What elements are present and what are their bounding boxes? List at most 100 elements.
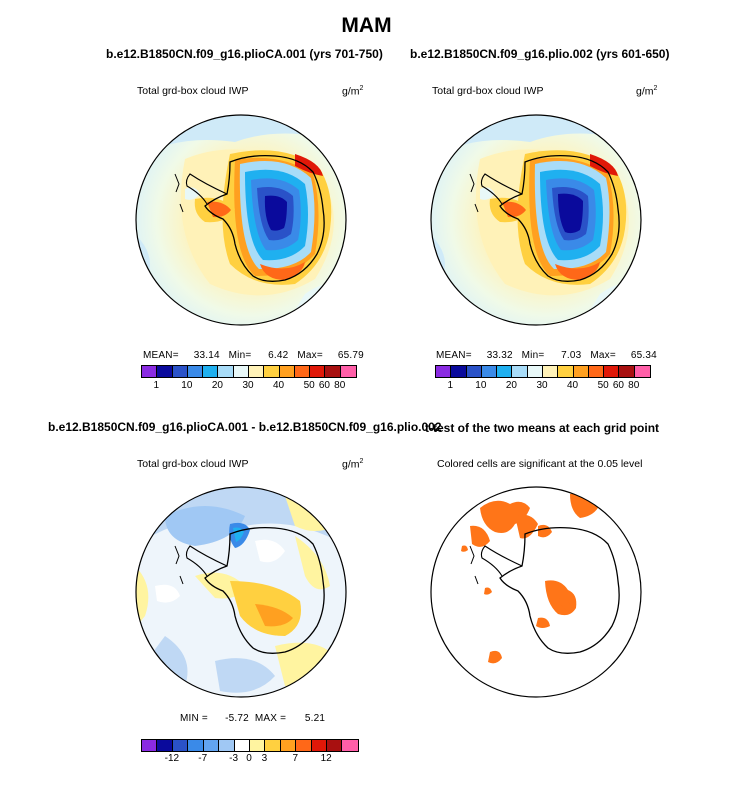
map-ttest-significance bbox=[430, 486, 642, 698]
colorbar-cell bbox=[558, 366, 574, 377]
colorbar-cell bbox=[573, 366, 589, 377]
colorbar-tl bbox=[141, 365, 357, 378]
colorbar-tick-label: 10 bbox=[475, 380, 487, 391]
colorbar-cell bbox=[280, 740, 297, 751]
colorbar-tick-label: 80 bbox=[628, 380, 640, 391]
min-value-tr: 7.03 bbox=[561, 350, 582, 361]
colorbar-cell bbox=[340, 366, 356, 377]
colorbar-cell bbox=[264, 366, 280, 377]
colorbar-cell bbox=[436, 366, 452, 377]
colorbar-tick-label: 40 bbox=[273, 380, 285, 391]
mean-label-tl: MEAN= bbox=[143, 350, 179, 361]
colorbar-tick-label: 12 bbox=[320, 753, 332, 764]
min-value-tl: 6.42 bbox=[268, 350, 289, 361]
colorbar-cell bbox=[451, 366, 467, 377]
colorbar-tick-label: 30 bbox=[242, 380, 254, 391]
map-plio-field bbox=[430, 114, 642, 326]
max-value-tl: 65.79 bbox=[337, 350, 364, 361]
variable-label-tl: Total grd-box cloud IWP bbox=[137, 85, 249, 97]
max-label-tr: Max= bbox=[590, 350, 616, 361]
colorbar-tick-label: 10 bbox=[181, 380, 193, 391]
mean-value-tl: 33.14 bbox=[193, 350, 220, 361]
colorbar-tick-label: 20 bbox=[505, 380, 517, 391]
colorbar-cell bbox=[497, 366, 513, 377]
colorbar-cell bbox=[219, 740, 235, 751]
units-label-tl: g/m2 bbox=[342, 85, 364, 98]
colorbar-tick-label: -3 bbox=[229, 753, 239, 764]
case-title-br: t-test of the two means at each grid poi… bbox=[425, 421, 660, 435]
colorbar-tr bbox=[435, 365, 651, 378]
colorbar-ticks-tr: 1 10 20 30 40 50 60 80 bbox=[435, 380, 649, 392]
colorbar-cell bbox=[296, 740, 312, 751]
min-value-bl: -5.72 bbox=[225, 713, 249, 724]
colorbar-cell bbox=[279, 366, 295, 377]
min-label-tr: Min= bbox=[521, 350, 545, 361]
colorbar-cell bbox=[203, 366, 219, 377]
colorbar-tick-label: 60 bbox=[612, 380, 624, 391]
colorbar-cell bbox=[481, 366, 498, 377]
colorbar-cell bbox=[187, 366, 204, 377]
colorbar-cell bbox=[172, 740, 189, 751]
stats-bl: MIN = -5.72 MAX = 5.21 bbox=[180, 713, 325, 724]
colorbar-tick-label: 50 bbox=[303, 380, 315, 391]
colorbar-tick-label: -12 bbox=[164, 753, 180, 764]
colorbar-cell bbox=[294, 366, 311, 377]
units-label-bl: g/m2 bbox=[342, 458, 364, 471]
stats-tl: MEAN= 33.14 Min= 6.42 Max= 65.79 bbox=[143, 350, 364, 361]
colorbar-tick-label: 1 bbox=[447, 380, 454, 391]
max-label-bl: MAX = bbox=[254, 713, 287, 724]
colorbar-tick-label: -7 bbox=[198, 753, 208, 764]
units-label-tr: g/m2 bbox=[636, 85, 658, 98]
colorbar-cell bbox=[172, 366, 188, 377]
map-difference bbox=[135, 486, 347, 698]
min-label-bl: MIN = bbox=[180, 713, 208, 724]
colorbar-cell bbox=[604, 366, 620, 377]
min-label-tl: Min= bbox=[228, 350, 252, 361]
colorbar-cell bbox=[619, 366, 635, 377]
subtitle-br: Colored cells are significant at the 0.0… bbox=[437, 458, 643, 470]
colorbar-cell bbox=[233, 366, 249, 377]
colorbar-tick-label: 7 bbox=[292, 753, 299, 764]
colorbar-cell bbox=[512, 366, 528, 377]
colorbar-cell bbox=[203, 740, 220, 751]
colorbar-cell bbox=[527, 366, 543, 377]
colorbar-cell bbox=[265, 740, 281, 751]
map-plioCA-field bbox=[135, 114, 347, 326]
mean-value-tr: 33.32 bbox=[486, 350, 513, 361]
colorbar-tick-label: 60 bbox=[318, 380, 330, 391]
colorbar-cell bbox=[234, 740, 250, 751]
colorbar-cell bbox=[218, 366, 234, 377]
colorbar-cell bbox=[325, 366, 341, 377]
colorbar-tick-label: 50 bbox=[597, 380, 609, 391]
variable-label-tr: Total grd-box cloud IWP bbox=[432, 85, 544, 97]
colorbar-tick-label: 20 bbox=[211, 380, 223, 391]
colorbar-cell bbox=[542, 366, 559, 377]
colorbar-tick-label: 80 bbox=[334, 380, 346, 391]
colorbar-cell bbox=[466, 366, 482, 377]
page-title: MAM bbox=[341, 14, 392, 37]
max-label-tl: Max= bbox=[297, 350, 323, 361]
colorbar-tick-label: 30 bbox=[536, 380, 548, 391]
colorbar-cell bbox=[157, 366, 173, 377]
colorbar-tick-label: 40 bbox=[567, 380, 579, 391]
colorbar-ticks-bl: -12 -7 -3 0 3 7 12 bbox=[141, 753, 357, 765]
colorbar-tick-label: 3 bbox=[261, 753, 268, 764]
max-value-bl: 5.21 bbox=[304, 713, 326, 724]
colorbar-cell bbox=[342, 740, 358, 751]
colorbar-cell bbox=[142, 740, 158, 751]
case-title-bl: b.e12.B1850CN.f09_g16.plioCA.001 - b.e12… bbox=[48, 420, 442, 434]
colorbar-cell bbox=[157, 740, 173, 751]
colorbar-bl bbox=[141, 739, 359, 752]
colorbar-cell bbox=[588, 366, 605, 377]
case-title-tl: b.e12.B1850CN.f09_g16.plioCA.001 (yrs 70… bbox=[106, 47, 383, 61]
colorbar-cell bbox=[249, 740, 266, 751]
colorbar-tick-label: 1 bbox=[153, 380, 160, 391]
colorbar-cell bbox=[634, 366, 650, 377]
colorbar-cell bbox=[310, 366, 326, 377]
colorbar-ticks-tl: 1 10 20 30 40 50 60 80 bbox=[141, 380, 355, 392]
colorbar-cell bbox=[188, 740, 204, 751]
colorbar-tick-label: 0 bbox=[246, 753, 252, 764]
stats-tr: MEAN= 33.32 Min= 7.03 Max= 65.34 bbox=[436, 350, 657, 361]
colorbar-cell bbox=[327, 740, 343, 751]
colorbar-cell bbox=[248, 366, 265, 377]
